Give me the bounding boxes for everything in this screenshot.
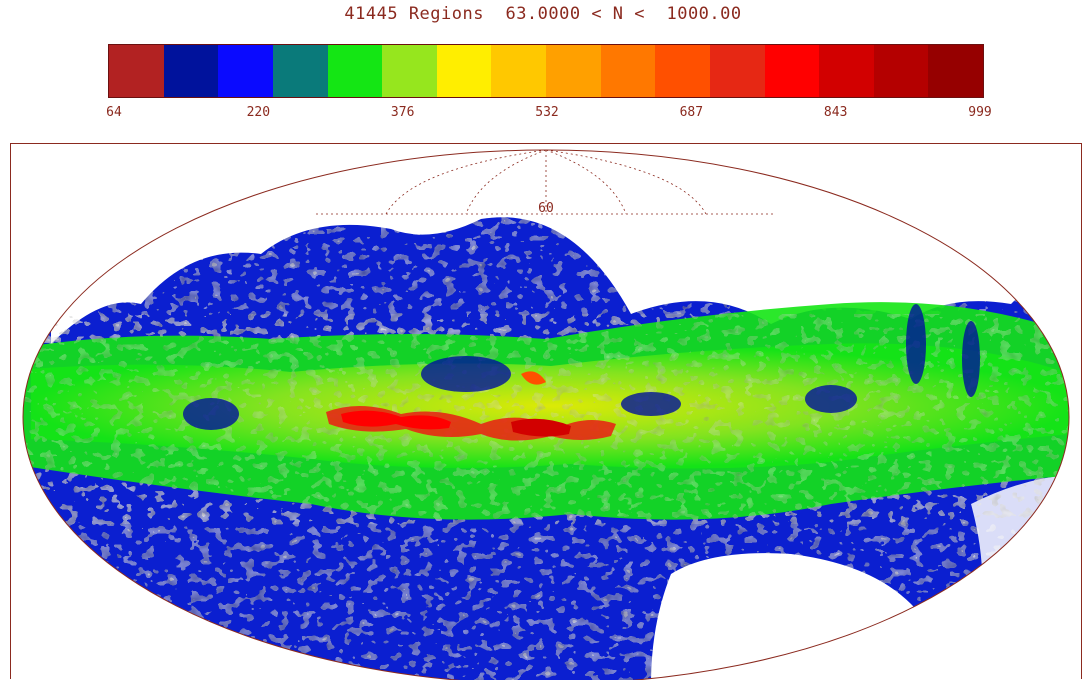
colorbar-swatch (163, 45, 219, 97)
colorbar-swatch (764, 45, 820, 97)
colorbar-tick-labels: 64 220 376 532 687 843 999 (0, 105, 1086, 125)
colorbar-tick-label: 376 (390, 105, 415, 120)
sky-map: 60 (22, 149, 1070, 680)
colorbar-tick-label: 220 (246, 105, 271, 120)
colorbar-swatch (655, 45, 710, 97)
colorbar-swatch (928, 45, 983, 97)
region-count: 41445 (344, 4, 399, 24)
colorbar-swatch (109, 45, 164, 97)
map-outline (22, 149, 1070, 680)
dust-lanes (183, 304, 980, 430)
map-frame: 60 (10, 143, 1082, 680)
colorbar-tick-label: 64 (106, 105, 122, 120)
graticule (316, 149, 776, 215)
colorbar-swatch (382, 45, 437, 97)
colorbar-swatch (600, 45, 656, 97)
map-title: 41445 Regions 63.0000 < N < 1000.00 (0, 4, 1086, 24)
galactic-core (326, 371, 616, 441)
graticule-label: 60 (538, 201, 554, 216)
region-count-label: Regions (408, 4, 484, 24)
colorbar-swatch (819, 45, 874, 97)
colorbar-swatch (327, 45, 383, 97)
colorbar-swatch (709, 45, 765, 97)
colorbar-tick-label: 843 (823, 105, 848, 120)
colorbar-tick-label: 687 (679, 105, 704, 120)
north-sparse-cap (51, 150, 1051, 344)
sky-density (23, 150, 1069, 680)
colorbar-tick-label: 999 (968, 105, 992, 120)
colorbar-swatch (436, 45, 492, 97)
colorbar-tick-label: 532 (535, 105, 559, 120)
colorbar-swatch (873, 45, 929, 97)
value-range: 63.0000 < N < 1000.00 (505, 4, 742, 24)
colorbar (108, 44, 984, 98)
colorbar-swatch (272, 45, 328, 97)
colorbar-swatch (546, 45, 601, 97)
colorbar-swatch (218, 45, 273, 97)
colorbar-swatch (491, 45, 546, 97)
